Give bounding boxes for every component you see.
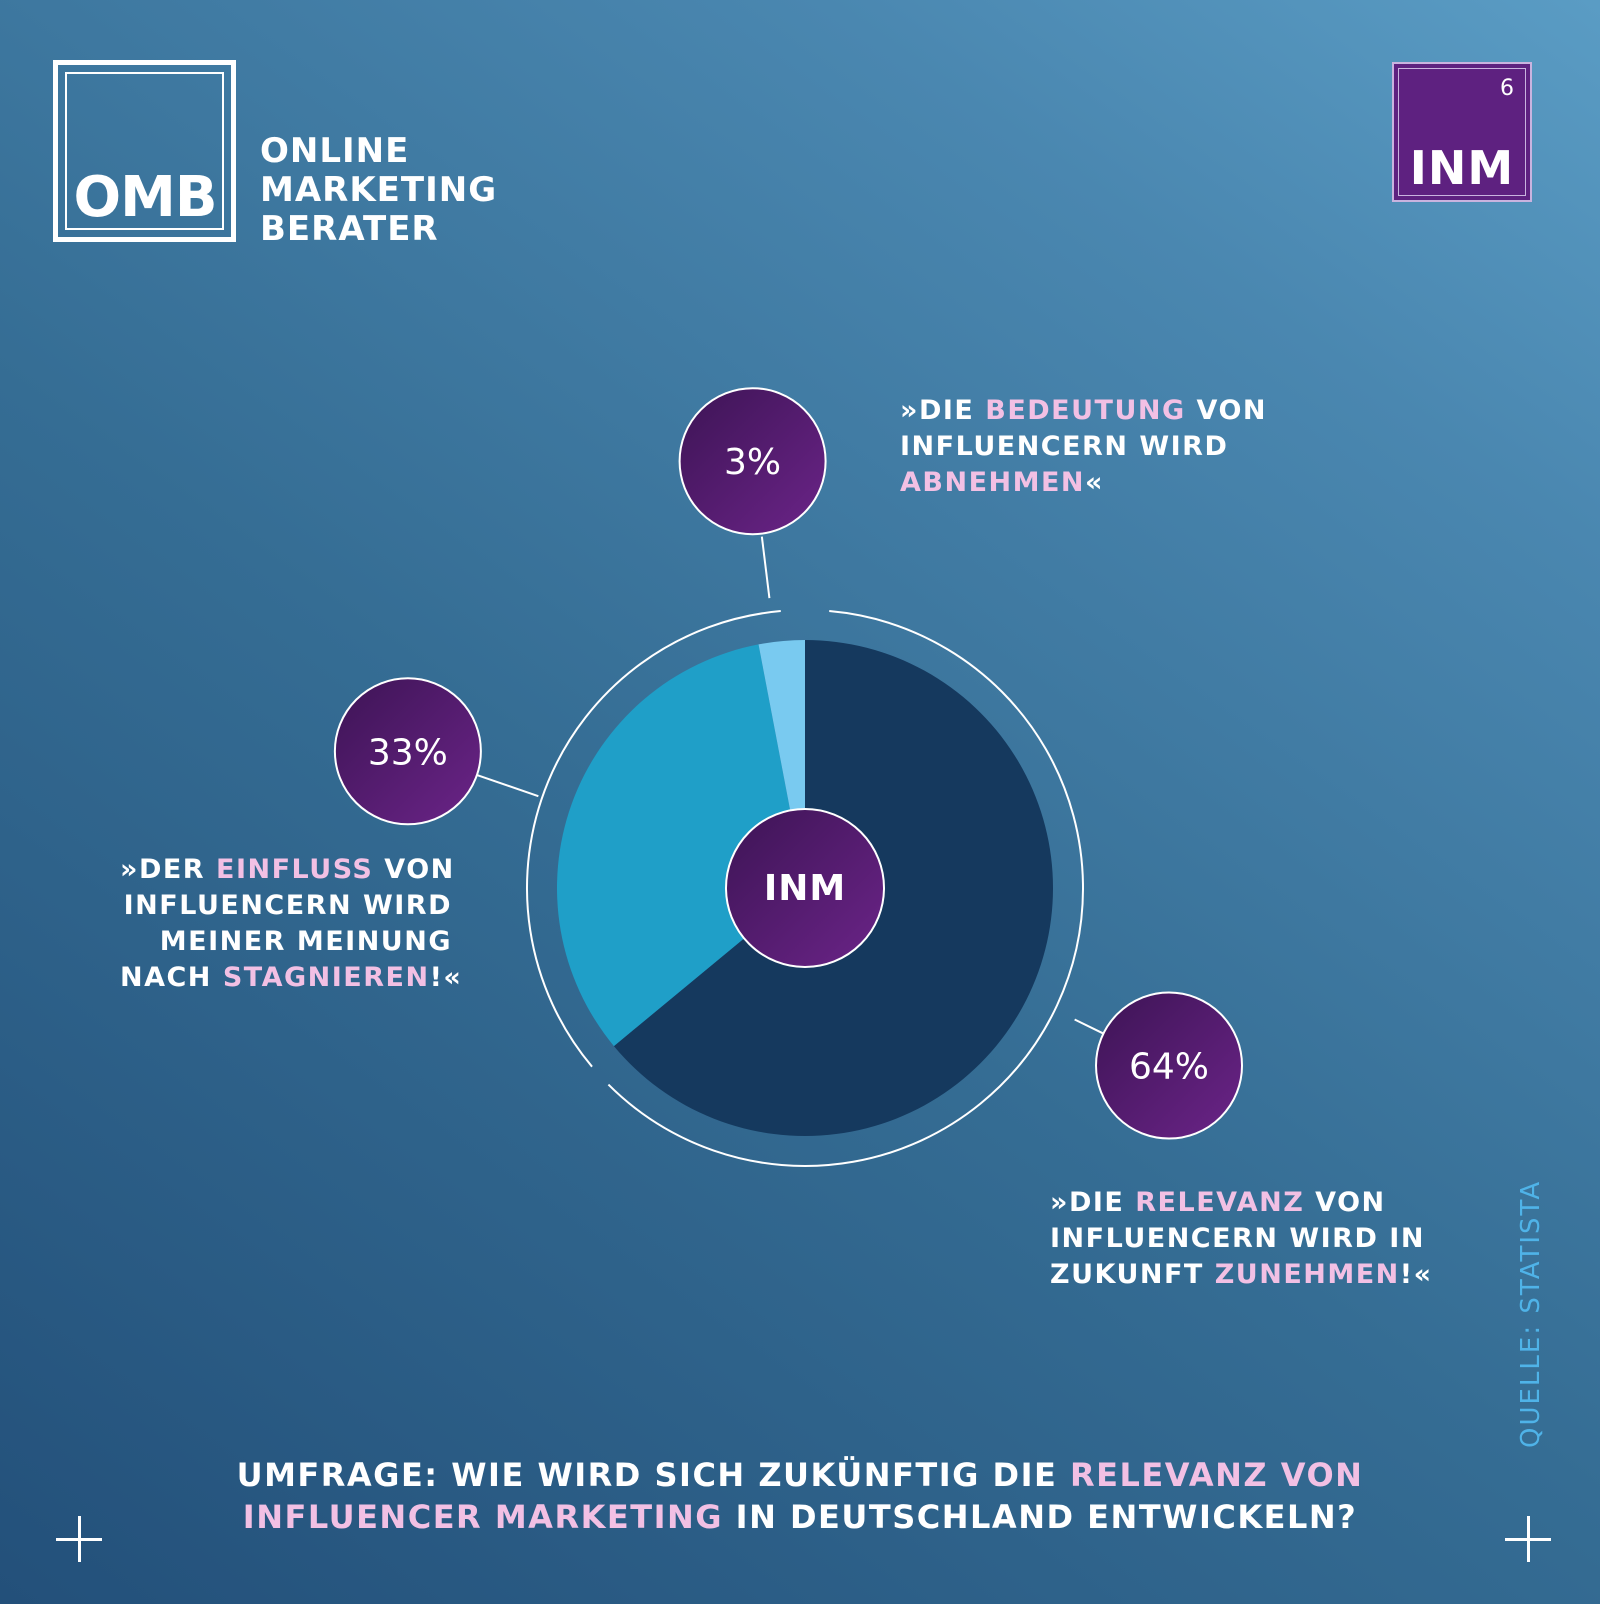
inm-badge: [1392, 62, 1532, 202]
quote-zunehmen: »DIE RELEVANZ VON INFLUENCERN WIRD IN ZUKU…: [1050, 1185, 1433, 1293]
highlight-text: EINFLUSS: [216, 854, 374, 885]
connector-line: [1074, 1018, 1104, 1035]
text-segment: !«: [429, 962, 463, 993]
omb-name-line: BERATER: [260, 209, 439, 249]
text-segment: ZUKUNFT: [1050, 1259, 1215, 1290]
text-segment: VON: [1304, 1187, 1386, 1218]
value-bubble: [333, 677, 482, 826]
corner-cross-icon: [1505, 1516, 1551, 1562]
text-line: »DER EINFLUSS VON: [120, 852, 455, 888]
text-line: INFLUENCERN WIRD IN: [1050, 1221, 1433, 1257]
text-segment: !«: [1399, 1259, 1433, 1290]
text-segment: INFLUENCERN WIRD IN: [1050, 1223, 1425, 1254]
highlight-text: ABNEHMEN: [900, 467, 1086, 498]
center-circle: [725, 808, 885, 968]
data-label: 3%: [724, 442, 781, 483]
text-segment: VON: [373, 854, 455, 885]
highlight-text: INFLUENCER MARKETING: [242, 1498, 724, 1536]
text-segment: »DER: [120, 854, 216, 885]
chart-title: UMFRAGE: WIE WIRD SICH ZUKÜNFTIG DIE REL…: [0, 1454, 1600, 1538]
highlight-text: STAGNIEREN: [222, 962, 430, 993]
text-segment: IN DEUTSCHLAND ENTWICKELN?: [723, 1498, 1358, 1536]
corner-cross-icon: [56, 1516, 102, 1562]
data-label: 33%: [368, 732, 448, 773]
highlight-text: ZUNEHMEN: [1214, 1259, 1400, 1290]
outer-ring: [526, 610, 781, 1068]
text-segment: «: [1085, 467, 1104, 498]
text-line: INFLUENCERN WIRD: [900, 429, 1267, 465]
omb-brand-name: ONLINE MARKETING BERATER: [260, 132, 497, 249]
value-bubble: [678, 387, 827, 536]
omb-name-line: ONLINE: [260, 131, 410, 171]
source-label: QUELLE: STATISTA: [1516, 1179, 1546, 1448]
omb-logo-text: OMB: [73, 165, 217, 230]
value-bubble: [1095, 991, 1244, 1140]
omb-logo-frame: [53, 60, 236, 242]
quote-stagnieren: »DER EINFLUSS VON INFLUENCERN WIRD MEINER …: [120, 852, 461, 996]
inm-badge-inner-frame: [1398, 68, 1526, 196]
text-segment: INFLUENCERN WIRD: [900, 431, 1229, 462]
quote-abnehmen: »DIE BEDEUTUNG VON INFLUENCERN WIRD ABNEHM…: [900, 393, 1267, 501]
text-line: INFLUENCERN WIRD: [120, 888, 452, 924]
data-label: 64%: [1129, 1047, 1209, 1088]
outer-ring: [607, 610, 1084, 1167]
inm-badge-label: INM: [1409, 141, 1515, 195]
connector-line: [475, 773, 539, 798]
center-label: INM: [764, 868, 846, 909]
pie-slice: [557, 644, 805, 1047]
text-segment: INFLUENCERN WIRD: [123, 890, 452, 921]
text-segment: NACH: [120, 962, 223, 993]
text-segment: »DIE: [1050, 1187, 1136, 1218]
text-segment: MEINER MEINUNG: [159, 926, 452, 957]
text-line: ZUKUNFT ZUNEHMEN!«: [1050, 1257, 1433, 1293]
highlight-text: RELEVANZ: [1135, 1187, 1305, 1218]
omb-logo-inner-frame: [65, 72, 224, 230]
text-segment: VON: [1185, 395, 1268, 426]
text-line: »DIE RELEVANZ VON: [1050, 1185, 1433, 1221]
text-line: UMFRAGE: WIE WIRD SICH ZUKÜNFTIG DIE REL…: [0, 1454, 1600, 1496]
text-segment: UMFRAGE: WIE WIRD SICH ZUKÜNFTIG DIE: [236, 1456, 1070, 1494]
text-segment: »DIE: [900, 395, 986, 426]
connector-line: [760, 536, 771, 599]
inm-badge-number: 6: [1500, 76, 1514, 101]
text-line: »DIE BEDEUTUNG VON: [900, 393, 1267, 429]
highlight-text: RELEVANZ VON: [1070, 1456, 1364, 1494]
text-line: ABNEHMEN«: [900, 465, 1267, 501]
text-line: MEINER MEINUNG: [120, 924, 452, 960]
highlight-text: BEDEUTUNG: [985, 395, 1186, 426]
omb-name-line: MARKETING: [260, 170, 498, 210]
text-line: NACH STAGNIEREN!«: [120, 960, 461, 996]
text-line: INFLUENCER MARKETING IN DEUTSCHLAND ENTW…: [0, 1496, 1600, 1538]
